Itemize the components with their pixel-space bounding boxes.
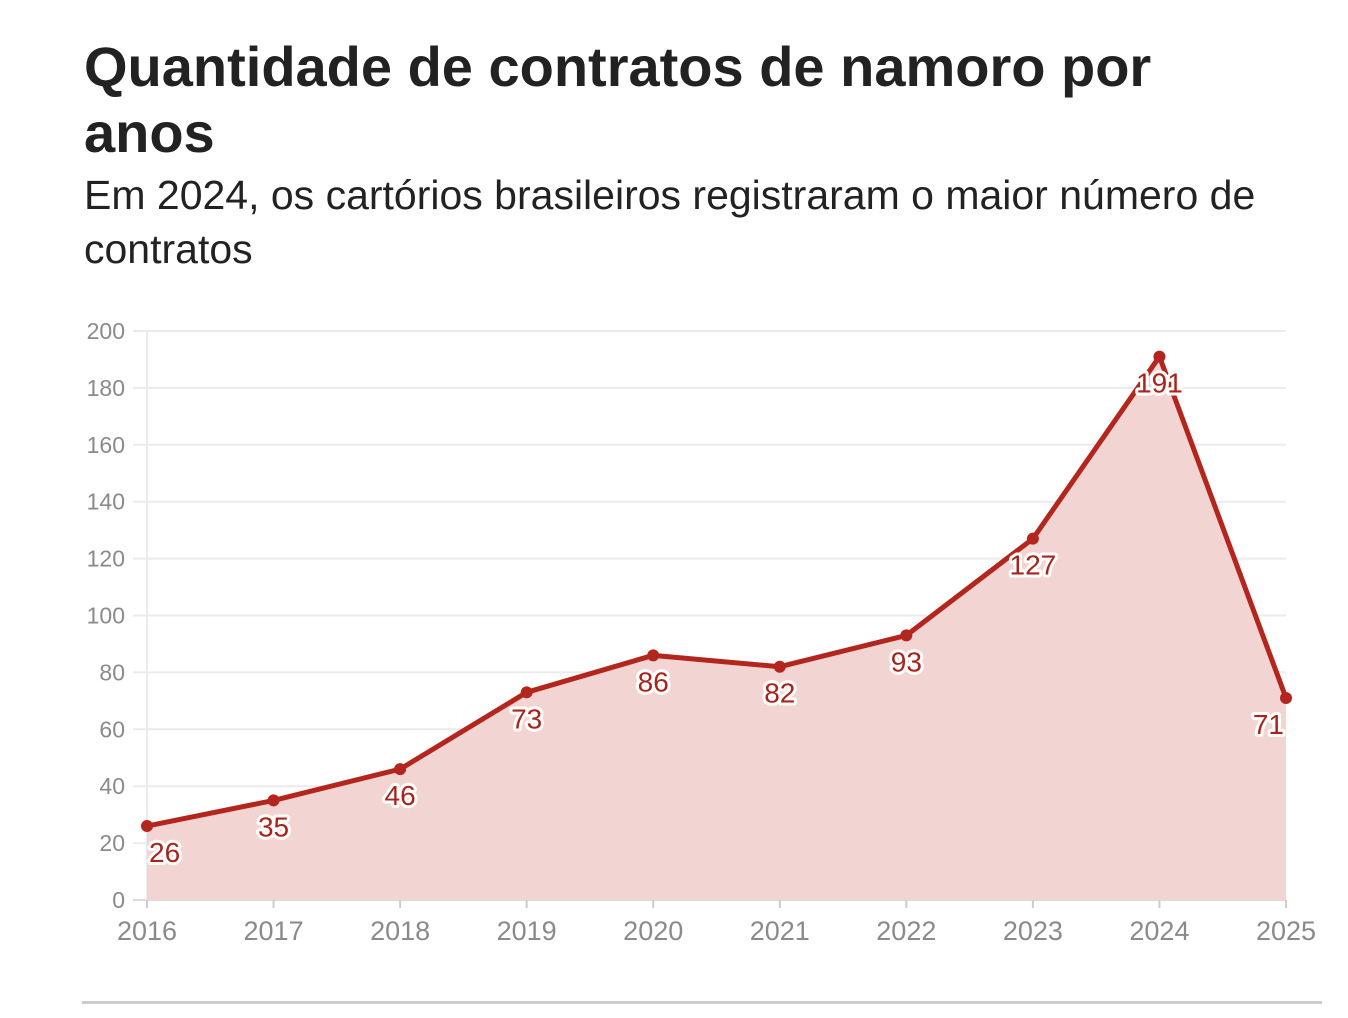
y-tick-label: 200	[87, 318, 125, 344]
x-tick-label: 2021	[750, 916, 810, 946]
data-label-2021: 82	[764, 678, 795, 709]
data-label-2019: 73	[511, 703, 542, 734]
data-point-2018	[394, 763, 407, 776]
y-tick-label: 140	[87, 489, 125, 515]
y-tick-label: 100	[87, 603, 125, 629]
data-point-2022	[900, 629, 913, 642]
data-label-2022: 93	[891, 646, 922, 677]
bottom-divider	[82, 1001, 1322, 1004]
area-fill	[147, 356, 1286, 901]
data-point-2019	[520, 686, 533, 699]
data-point-2017	[267, 794, 280, 807]
data-label-2024: 191	[1136, 368, 1183, 399]
data-label-2016: 26	[149, 837, 180, 868]
x-tick-label: 2019	[497, 916, 557, 946]
data-label-2023: 127	[1010, 550, 1057, 581]
data-label-2020: 86	[638, 666, 669, 697]
data-points	[141, 350, 1292, 833]
x-tick-label: 2024	[1129, 916, 1189, 946]
x-tick-label: 2017	[244, 916, 304, 946]
data-point-2024	[1153, 350, 1166, 363]
data-point-2016	[141, 820, 153, 833]
data-label-2017: 35	[258, 811, 289, 842]
y-tick-label: 20	[99, 830, 125, 856]
data-point-2023	[1026, 532, 1039, 545]
y-tick-label: 60	[99, 716, 125, 742]
y-tick-label: 120	[87, 546, 125, 572]
x-axis-ticks: 2016 2017 2018 2019 2020 2021 2022 2023 2024 2025	[117, 900, 1316, 946]
data-point-2021	[773, 660, 786, 673]
data-labels: 26 35 46 73 86 82 93 127 191 71	[146, 365, 1287, 871]
y-tick-label: 40	[99, 773, 125, 799]
data-label-2018: 46	[385, 780, 416, 811]
y-tick-label: 80	[99, 659, 125, 685]
y-tick-label: 160	[87, 432, 125, 458]
x-tick-label: 2020	[623, 916, 683, 946]
x-tick-label: 2023	[1003, 916, 1063, 946]
chart-title: Quantidade de contratos de namoro por an…	[84, 35, 1152, 164]
y-axis-ticks: 0 20 40 60 80 100 120 140 160 180 200	[87, 318, 125, 913]
x-tick-label: 2016	[117, 916, 177, 946]
x-tick-label: 2022	[876, 916, 936, 946]
y-tick-label: 180	[87, 375, 125, 401]
data-point-2025	[1280, 692, 1292, 705]
series-line	[146, 354, 1289, 829]
data-label-2025: 71	[1253, 709, 1284, 740]
x-tick-label: 2018	[370, 916, 430, 946]
y-tick-label: 0	[112, 887, 125, 913]
chart-subtitle: Em 2024, os cartórios brasileiros regist…	[84, 172, 1256, 272]
data-point-2020	[647, 649, 660, 662]
x-tick-label: 2025	[1256, 916, 1316, 946]
series-area	[146, 354, 1289, 901]
